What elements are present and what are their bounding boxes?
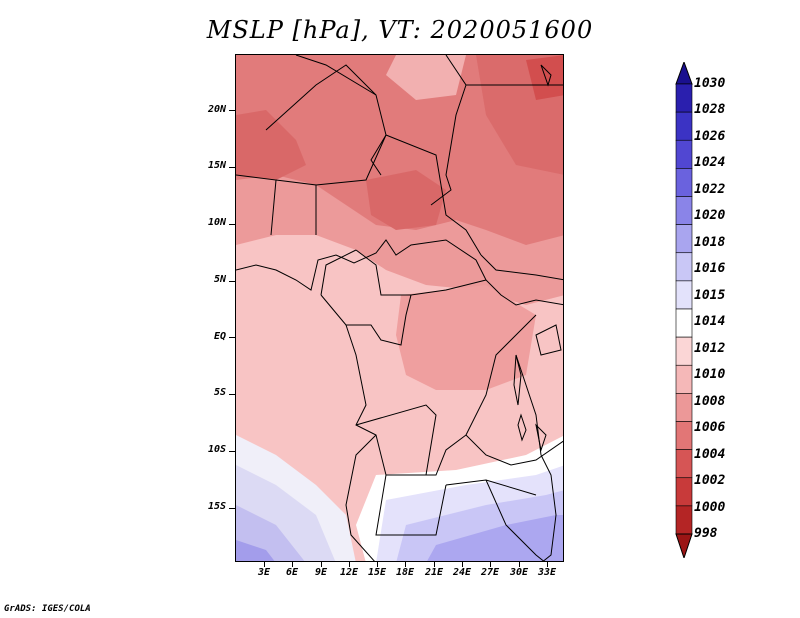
lon-tickmark [405, 562, 406, 567]
colorbar-segment [675, 393, 693, 422]
lon-tick-3e: 3E [257, 567, 271, 578]
colorbar-segment [675, 83, 693, 113]
field-high-north [386, 55, 466, 100]
lat-tick-10n: 10N [207, 217, 226, 228]
colorbar-segment [675, 139, 693, 169]
lat-tickmark [229, 451, 235, 452]
colorbar [675, 62, 693, 558]
lon-tick-33e: 33E [537, 567, 557, 578]
lon-tick-18e: 18E [395, 567, 415, 578]
field-region-1020-west [236, 540, 275, 561]
lat-tick-15n: 15N [207, 160, 226, 171]
lon-tickmark [349, 562, 350, 567]
field-region-1006 [236, 55, 563, 245]
lon-tickmark [434, 562, 435, 567]
lat-tick-20n: 20N [207, 104, 226, 115]
colorbar-label: 1008 [694, 393, 726, 409]
colorbar-segment [675, 477, 693, 507]
lat-tick-10s: 10S [207, 444, 226, 455]
lon-tick-30e: 30E [509, 567, 529, 578]
colorbar-label: 1028 [694, 102, 726, 118]
colorbar-segment [675, 336, 693, 366]
lat-tickmark [229, 508, 235, 509]
colorbar-segment [675, 421, 693, 450]
colorbar-segment [675, 224, 693, 254]
colorbar-segment [675, 449, 693, 479]
colorbar-label: 1015 [694, 287, 726, 303]
mslp-map [235, 54, 564, 562]
lon-tickmark [321, 562, 322, 567]
colorbar-label: 1026 [694, 128, 726, 144]
lat-tickmark [229, 281, 235, 282]
colorbar-label: 1012 [694, 340, 726, 356]
grads-credit: GrADS: IGES/COLA [4, 604, 91, 614]
map-title: MSLP [hPa], VT: 2020051600 [206, 16, 594, 44]
lat-tickmark [229, 167, 235, 168]
lon-tick-27e: 27E [480, 567, 500, 578]
colorbar-segment [675, 364, 693, 394]
colorbar-segment [675, 280, 693, 310]
lon-tick-6e: 6E [285, 567, 299, 578]
lon-tickmark [490, 562, 491, 567]
field-low-west [236, 110, 306, 180]
lon-tickmark [519, 562, 520, 567]
colorbar-label: 1022 [694, 181, 726, 197]
colorbar-label: 1010 [694, 367, 726, 383]
lon-tickmark [547, 562, 548, 567]
colorbar-segment [675, 196, 693, 225]
field-region-basin [396, 285, 536, 390]
colorbar-label: 1024 [694, 155, 726, 171]
lon-tickmark [264, 562, 265, 567]
mslp-field [236, 55, 563, 561]
colorbar-label: 1000 [694, 499, 726, 515]
colorbar-segment [675, 308, 693, 338]
lon-tick-9e: 9E [314, 567, 328, 578]
lon-tick-24e: 24E [452, 567, 472, 578]
lat-tick-5n: 5N [213, 274, 226, 285]
lakes [513, 64, 562, 452]
colorbar-label: 1006 [694, 420, 726, 436]
colorbar-label: 1030 [694, 76, 726, 91]
colorbar-label: 1016 [694, 261, 726, 277]
colorbar-segment [675, 252, 693, 282]
field-low-corner [526, 55, 563, 100]
lon-tickmark [377, 562, 378, 567]
lat-tickmark [229, 337, 235, 338]
colorbar-label: 1002 [694, 473, 726, 489]
lon-tick-12e: 12E [339, 567, 359, 578]
colorbar-segment [675, 505, 693, 535]
colorbar-label: 1018 [694, 234, 726, 250]
lat-tick-5s: 5S [213, 387, 226, 398]
colorbar-label: 1014 [694, 314, 726, 330]
lon-tick-15e: 15E [367, 567, 387, 578]
colorbar-segment [675, 168, 693, 197]
colorbar-arrow-top [675, 62, 693, 85]
lat-tickmark [229, 110, 235, 111]
colorbar-arrow-bottom [675, 533, 693, 558]
lat-tick-eq: EQ [213, 331, 226, 342]
lat-tick-15s: 15S [207, 501, 226, 512]
lon-tickmark [292, 562, 293, 567]
colorbar-label: 998 [694, 526, 718, 541]
lat-tickmark [229, 394, 235, 395]
lat-tickmark [229, 224, 235, 225]
field-region-1018-south [427, 515, 563, 561]
lon-tickmark [462, 562, 463, 567]
colorbar-label: 1004 [694, 446, 726, 462]
colorbar-segment [675, 111, 693, 141]
field-low-central [366, 170, 446, 230]
lon-tick-21e: 21E [424, 567, 444, 578]
colorbar-label: 1020 [694, 208, 726, 224]
